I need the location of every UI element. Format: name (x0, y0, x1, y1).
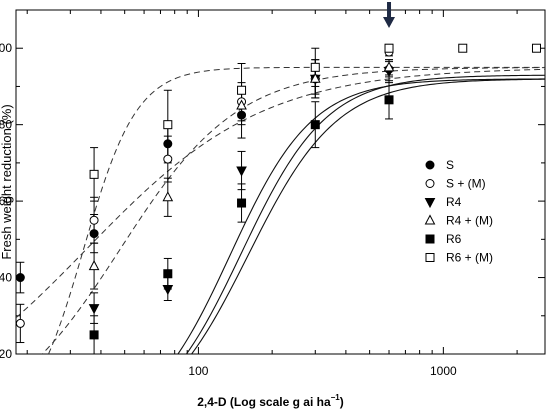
data-point-filled-circle (89, 229, 99, 239)
data-point-open-triangle-up (309, 72, 321, 83)
data-point-open-triangle-up (162, 191, 174, 202)
fit-curve-open-triangle-up (41, 67, 545, 354)
legend-marker-filled-triangle-down (424, 198, 436, 209)
legend-marker-filled-square (425, 234, 435, 244)
x-axis-title-main: 2,4-D (Log scale g ai ha (197, 395, 331, 409)
x-axis-title: 2,4-D (Log scale g ai ha−1) (197, 393, 344, 409)
data-point-filled-square (310, 120, 320, 130)
data-point-filled-square (89, 330, 99, 340)
legend-label: R4 (446, 195, 462, 209)
x-axis-title-superscript: −1 (331, 393, 341, 402)
fit-curve-open-square (47, 66, 545, 354)
y-tick-label: 100 (0, 41, 12, 55)
data-point-open-triangle-up (383, 61, 395, 72)
data-point-open-circle (89, 215, 99, 225)
data-point-filled-circle (237, 110, 247, 120)
axes: 100 1000 20 40 60 80 100 2,4-D (Log scale g ai … (0, 9, 546, 409)
data-point-filled-square (163, 269, 173, 279)
data-point-open-triangle-up (236, 99, 247, 110)
data-point-filled-triangle-down (88, 304, 100, 315)
y-axis-title: Fresh weight reduction (%) (0, 104, 14, 259)
x-tick-label: 1000 (430, 364, 457, 378)
data-point-filled-triangle-down (162, 285, 174, 296)
data-point-open-triangle-up (88, 260, 100, 271)
data-point-filled-circle (163, 139, 173, 149)
arrow-down-icon (383, 17, 396, 28)
legend: S S + (M) R4 R4 + (M) R6 R6 + (M) (424, 158, 493, 265)
y-tick-label: 60 (0, 194, 12, 208)
data-point-filled-square (237, 198, 247, 208)
data-point-open-circle (15, 318, 25, 328)
x-axis-title-close: ) (340, 395, 344, 409)
data-point-filled-circle (15, 273, 25, 283)
legend-marker-filled-circle (425, 160, 435, 170)
fit-curve-open-circle (16, 68, 545, 319)
y-tick-label: 20 (0, 347, 12, 361)
y-tick-label: 40 (0, 271, 12, 285)
fitted-curves (16, 66, 545, 354)
y-tick-label: 80 (0, 118, 12, 132)
fit-curve-filled-triangle-down (177, 78, 545, 354)
legend-label: R6 + (M) (446, 251, 493, 265)
x-tick-label: 100 (188, 364, 208, 378)
legend-label: S (446, 158, 454, 172)
legend-label: R6 (446, 232, 462, 246)
data-points (15, 43, 541, 340)
data-point-open-square (384, 43, 394, 53)
data-point-open-square (237, 85, 247, 95)
fit-curve-filled-square (190, 78, 545, 354)
plot-frame (15, 9, 546, 355)
data-point-open-square (531, 43, 541, 53)
annotations (383, 2, 396, 28)
fit-curve-filled-circle (185, 74, 545, 354)
data-point-open-circle (163, 154, 173, 164)
legend-marker-open-square (425, 253, 435, 262)
legend-label: S + (M) (446, 177, 486, 191)
legend-label: R4 + (M) (446, 214, 493, 228)
data-point-open-square (310, 62, 320, 72)
data-point-open-square (163, 120, 173, 130)
data-point-open-square (89, 169, 99, 179)
data-point-filled-square (384, 95, 394, 105)
legend-marker-open-triangle-up (424, 214, 436, 225)
legend-marker-open-circle (425, 179, 435, 188)
data-point-filled-triangle-down (236, 166, 247, 177)
data-point-open-square (458, 43, 468, 53)
